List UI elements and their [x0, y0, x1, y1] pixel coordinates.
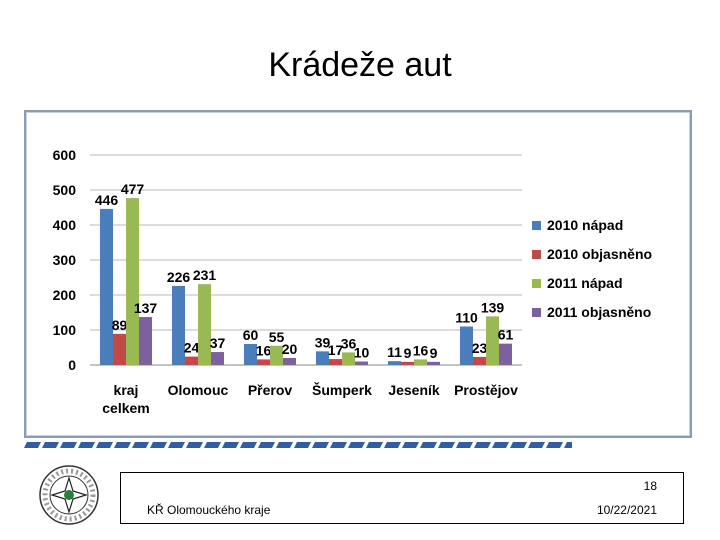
data-label: 139	[481, 299, 505, 315]
data-label: 137	[134, 300, 158, 316]
x-tick-label: Jeseník	[388, 382, 440, 398]
bar	[414, 359, 427, 365]
bar	[172, 285, 185, 365]
data-label: 477	[121, 181, 145, 197]
data-label: 89	[112, 317, 128, 333]
data-label: 17	[328, 342, 344, 358]
data-label: 36	[341, 335, 357, 351]
data-label: 110	[455, 310, 478, 326]
y-tick-label: 300	[53, 252, 77, 268]
bar	[316, 351, 329, 365]
data-label: 11	[387, 344, 402, 360]
footer-date: 10/22/2021	[596, 503, 657, 517]
x-tick-label: Šumperk	[312, 381, 372, 398]
bar	[473, 356, 486, 365]
bar	[198, 284, 211, 365]
bar	[244, 344, 257, 365]
y-tick-label: 400	[53, 217, 77, 233]
y-tick-label: 600	[53, 147, 77, 163]
x-tick-label: Olomouc	[168, 382, 229, 398]
data-label: 23	[472, 340, 488, 356]
bar	[388, 361, 401, 365]
legend-swatch	[532, 250, 541, 259]
bar-chart: 0 100 200 300 400 500 600 446 226 60 39 11 110 89 24 16…	[53, 147, 652, 416]
data-label: 61	[498, 327, 514, 343]
x-tick-label: Přerov	[248, 382, 293, 398]
y-tick-label: 500	[53, 182, 77, 198]
bar	[342, 352, 355, 365]
bar	[185, 356, 198, 365]
y-tick-label: 0	[68, 357, 76, 373]
chart-frame: 0 100 200 300 400 500 600 446 226 60 39 11 110 89 24 16…	[24, 110, 692, 438]
legend-label: 2011 objasněno	[547, 304, 651, 320]
bar	[329, 359, 342, 365]
bar	[427, 361, 440, 365]
data-label: 16	[256, 342, 272, 358]
bar	[460, 326, 473, 365]
bar	[113, 333, 126, 365]
data-label: 39	[315, 334, 331, 350]
data-label: 9	[430, 345, 438, 361]
page-number: 18	[643, 479, 657, 493]
data-label: 446	[95, 192, 119, 208]
data-label: 24	[184, 340, 200, 356]
police-badge-icon	[39, 465, 99, 525]
bar	[355, 361, 368, 365]
data-label: 9	[404, 345, 412, 361]
decorative-stripe	[24, 442, 572, 448]
data-label: 37	[210, 335, 226, 351]
slide-title: Krádeže aut	[268, 46, 452, 84]
footer-organization: KŘ Olomouckého kraje	[147, 503, 271, 517]
bar	[486, 316, 499, 365]
data-label: 55	[269, 329, 285, 345]
bar	[499, 343, 512, 365]
x-tick-label: celkem	[102, 400, 149, 416]
data-label: 10	[354, 345, 370, 361]
bar	[100, 208, 113, 365]
data-label: 16	[413, 342, 429, 358]
bar	[401, 361, 414, 365]
data-label: 60	[243, 327, 259, 343]
legend-swatch	[532, 221, 541, 230]
legend-swatch	[532, 279, 541, 288]
legend-label: 2011 nápad	[547, 275, 623, 291]
x-tick-label: kraj	[114, 382, 139, 398]
y-tick-label: 100	[53, 322, 77, 338]
data-label: 20	[282, 341, 298, 357]
x-tick-label: Prostějov	[454, 382, 518, 398]
bar	[283, 358, 296, 365]
legend-label: 2010 nápad	[547, 217, 623, 233]
legend-swatch	[532, 308, 541, 317]
footer: 18 KŘ Olomouckého kraje 10/22/2021	[120, 472, 684, 524]
bar	[211, 352, 224, 365]
legend-label: 2010 objasněno	[547, 246, 652, 262]
data-label: 226	[167, 269, 191, 285]
data-label: 231	[193, 267, 217, 283]
bar	[139, 317, 152, 365]
bar	[270, 345, 283, 365]
bar	[257, 359, 270, 365]
bar	[126, 198, 139, 365]
y-tick-label: 200	[53, 287, 77, 303]
